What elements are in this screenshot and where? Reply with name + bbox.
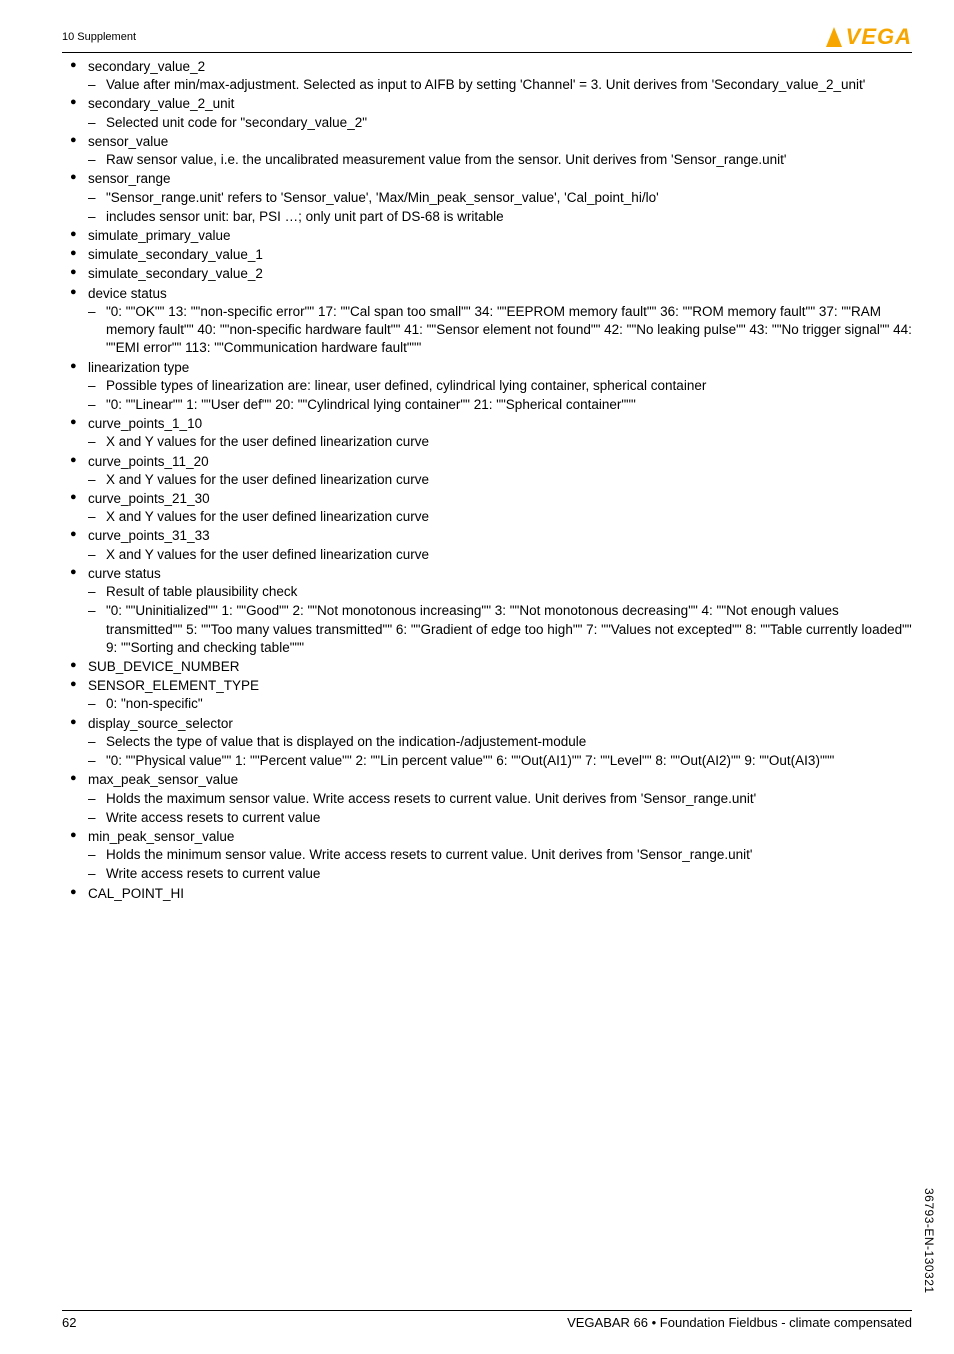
list-item: simulate_primary_value — [62, 227, 912, 245]
sub-item: X and Y values for the user defined line… — [88, 471, 912, 489]
sub-list: Holds the minimum sensor value. Write ac… — [88, 846, 912, 883]
item-title: sensor_range — [88, 171, 171, 186]
product-name: VEGABAR 66 • Foundation Fieldbus - clima… — [567, 1315, 912, 1330]
item-title: SUB_DEVICE_NUMBER — [88, 659, 240, 674]
list-item: curve_points_11_20 X and Y values for the… — [62, 453, 912, 489]
item-title: secondary_value_2_unit — [88, 96, 234, 111]
logo-triangle-icon — [826, 27, 842, 47]
sub-list: Result of table plausibility check"0: ""… — [88, 583, 912, 657]
sub-list: Value after min/max-adjustment. Selected… — [88, 76, 912, 94]
brand-logo: VEGA — [826, 24, 912, 50]
section-label: 10 Supplement — [62, 31, 136, 43]
list-item: simulate_secondary_value_1 — [62, 246, 912, 264]
item-title: simulate_secondary_value_2 — [88, 266, 263, 281]
parameter-list: secondary_value_2 Value after min/max-adj… — [62, 58, 912, 903]
item-title: curve_points_31_33 — [88, 528, 210, 543]
list-item: SUB_DEVICE_NUMBER — [62, 658, 912, 676]
sub-item: Value after min/max-adjustment. Selected… — [88, 76, 912, 94]
item-title: display_source_selector — [88, 716, 233, 731]
logo-text: VEGA — [846, 24, 912, 50]
list-item: secondary_value_2 Value after min/max-adj… — [62, 58, 912, 94]
sub-item: 0: "non-specific" — [88, 695, 912, 713]
list-item: curve_points_1_10 X and Y values for the … — [62, 415, 912, 451]
sub-item: Selects the type of value that is displa… — [88, 733, 912, 751]
sub-list: "Sensor_range.unit' refers to 'Sensor_va… — [88, 189, 912, 226]
sub-list: Selects the type of value that is displa… — [88, 733, 912, 770]
sub-item: Possible types of linearization are: lin… — [88, 377, 912, 395]
sub-item: "0: ""Physical value"" 1: ""Percent valu… — [88, 752, 912, 770]
sub-item: Holds the maximum sensor value. Write ac… — [88, 790, 912, 808]
sub-list: Selected unit code for "secondary_value_… — [88, 114, 912, 132]
item-title: sensor_value — [88, 134, 168, 149]
item-title: simulate_secondary_value_1 — [88, 247, 263, 262]
list-item: linearization type Possible types of line… — [62, 359, 912, 415]
sub-item: X and Y values for the user defined line… — [88, 546, 912, 564]
sub-list: X and Y values for the user defined line… — [88, 546, 912, 564]
item-title: SENSOR_ELEMENT_TYPE — [88, 678, 259, 693]
sub-item: "0: ""Linear"" 1: ""User def"" 20: ""Cyl… — [88, 396, 912, 414]
document-id: 36793-EN-130321 — [922, 1188, 936, 1294]
sub-item: "0: ""Uninitialized"" 1: ""Good"" 2: ""N… — [88, 602, 912, 657]
item-title: linearization type — [88, 360, 189, 375]
sub-item: Holds the minimum sensor value. Write ac… — [88, 846, 912, 864]
sub-list: 0: "non-specific" — [88, 695, 912, 713]
sub-item: includes sensor unit: bar, PSI …; only u… — [88, 208, 912, 226]
list-item: min_peak_sensor_value Holds the minimum s… — [62, 828, 912, 884]
list-item: sensor_range "Sensor_range.unit' refers t… — [62, 170, 912, 226]
item-title: curve_points_21_30 — [88, 491, 210, 506]
list-item: curve_points_31_33 X and Y values for the… — [62, 527, 912, 563]
list-item: device status "0: ""OK"" 13: ""non-specif… — [62, 285, 912, 358]
sub-item: Result of table plausibility check — [88, 583, 912, 601]
sub-list: X and Y values for the user defined line… — [88, 433, 912, 451]
item-title: simulate_primary_value — [88, 228, 231, 243]
list-item: sensor_value Raw sensor value, i.e. the u… — [62, 133, 912, 169]
item-title: min_peak_sensor_value — [88, 829, 234, 844]
item-title: curve_points_1_10 — [88, 416, 202, 431]
sub-list: Possible types of linearization are: lin… — [88, 377, 912, 414]
list-item: display_source_selector Selects the type … — [62, 715, 912, 771]
page-header: 10 Supplement VEGA — [62, 24, 912, 53]
item-title: CAL_POINT_HI — [88, 886, 184, 901]
item-title: curve status — [88, 566, 161, 581]
item-title: device status — [88, 286, 167, 301]
sub-item: X and Y values for the user defined line… — [88, 433, 912, 451]
sub-list: X and Y values for the user defined line… — [88, 508, 912, 526]
sub-item: Write access resets to current value — [88, 809, 912, 827]
sub-item: "0: ""OK"" 13: ""non-specific error"" 17… — [88, 303, 912, 358]
item-title: max_peak_sensor_value — [88, 772, 238, 787]
list-item: curve_points_21_30 X and Y values for the… — [62, 490, 912, 526]
page-footer: 62 VEGABAR 66 • Foundation Fieldbus - cl… — [62, 1310, 912, 1330]
list-item: simulate_secondary_value_2 — [62, 265, 912, 283]
sub-list: X and Y values for the user defined line… — [88, 471, 912, 489]
body-content: secondary_value_2 Value after min/max-adj… — [62, 58, 912, 904]
sub-item: Raw sensor value, i.e. the uncalibrated … — [88, 151, 912, 169]
sub-item: Write access resets to current value — [88, 865, 912, 883]
list-item: CAL_POINT_HI — [62, 885, 912, 903]
list-item: curve status Result of table plausibility… — [62, 565, 912, 657]
sub-list: "0: ""OK"" 13: ""non-specific error"" 17… — [88, 303, 912, 358]
page-number: 62 — [62, 1315, 76, 1330]
list-item: max_peak_sensor_value Holds the maximum s… — [62, 771, 912, 827]
sub-item: "Sensor_range.unit' refers to 'Sensor_va… — [88, 189, 912, 207]
sub-list: Holds the maximum sensor value. Write ac… — [88, 790, 912, 827]
list-item: SENSOR_ELEMENT_TYPE 0: "non-specific" — [62, 677, 912, 713]
sub-list: Raw sensor value, i.e. the uncalibrated … — [88, 151, 912, 169]
item-title: curve_points_11_20 — [88, 454, 209, 469]
item-title: secondary_value_2 — [88, 59, 205, 74]
list-item: secondary_value_2_unit Selected unit code… — [62, 95, 912, 131]
sub-item: X and Y values for the user defined line… — [88, 508, 912, 526]
sub-item: Selected unit code for "secondary_value_… — [88, 114, 912, 132]
